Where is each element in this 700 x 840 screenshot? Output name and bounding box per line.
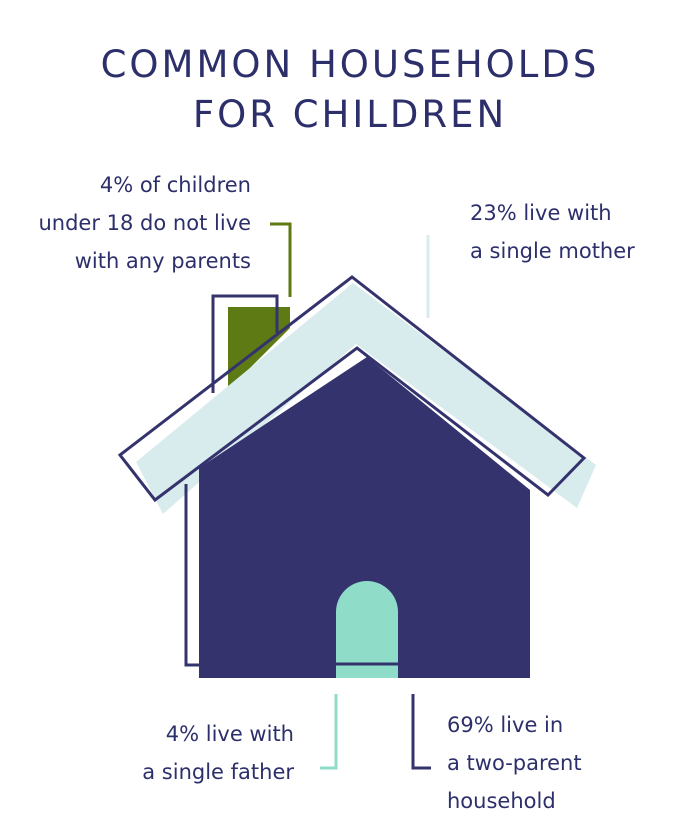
leader-two-parent <box>411 694 431 770</box>
label-single-mother-line-1: 23% live with <box>470 201 612 225</box>
label-two-parent-line-2: a two-parent <box>447 751 582 775</box>
door <box>336 581 398 678</box>
title-line-2: FOR CHILDREN <box>192 93 508 136</box>
label-two-parent: 69% live in a two-parent household <box>447 706 582 820</box>
label-two-parent-line-1: 69% live in <box>447 713 564 737</box>
label-two-parent-line-3: household <box>447 789 556 813</box>
house-wall-outline <box>184 484 199 667</box>
title-line-1: COMMON HOUSEHOLDS <box>100 43 600 86</box>
label-no-parents-line-1: 4% of children <box>99 173 251 197</box>
leader-no-parents <box>270 222 292 297</box>
house-body <box>199 357 530 678</box>
label-single-mother: 23% live with a single mother <box>470 194 635 270</box>
page-title: COMMON HOUSEHOLDS FOR CHILDREN <box>0 40 700 140</box>
label-single-father: 4% live with a single father <box>142 715 294 791</box>
roof-outline <box>117 275 587 503</box>
chimney-outline <box>211 294 279 393</box>
label-single-mother-line-2: a single mother <box>470 239 635 263</box>
label-no-parents-line-2: under 18 do not live <box>38 211 251 235</box>
roof-band <box>136 283 596 514</box>
leader-single-father <box>320 694 338 770</box>
label-no-parents-line-3: with any parents <box>74 249 251 273</box>
label-no-parents: 4% of children under 18 do not live with… <box>38 166 251 280</box>
label-single-father-line-2: a single father <box>142 760 294 784</box>
label-single-father-line-1: 4% live with <box>165 722 294 746</box>
